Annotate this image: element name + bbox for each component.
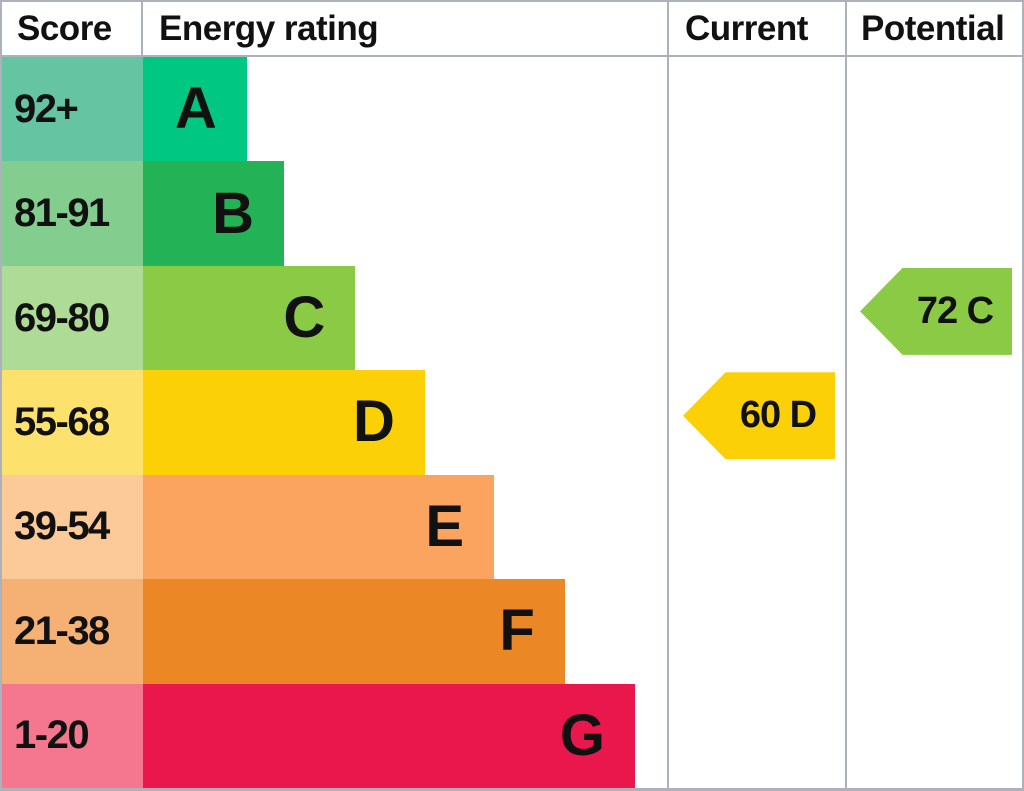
score-cell-a: 92+ [2, 57, 143, 162]
band-row-c: C [143, 265, 667, 371]
band-row-e: E [143, 474, 667, 580]
header-energy-rating: Energy rating [143, 2, 667, 57]
current-column: 60 D [667, 57, 847, 788]
current-rating-arrow: 60 D [683, 372, 835, 460]
rating-letter-c: C [283, 285, 326, 351]
score-cell-f: 21-38 [2, 579, 143, 684]
rating-letter-b: B [212, 180, 254, 246]
rating-letter-e: E [425, 493, 465, 559]
band-row-g: G [143, 683, 667, 788]
band-row-a: A [143, 57, 667, 162]
potential-rating-value: 72 C [916, 289, 994, 332]
rating-letter-f: F [499, 598, 535, 664]
rating-bar-c: C [143, 265, 356, 371]
header-score: Score [2, 2, 143, 57]
score-cell-c: 69-80 [2, 265, 143, 371]
score-cell-g: 1-20 [2, 683, 143, 788]
rating-bar-f: F [143, 579, 565, 684]
rating-letter-d: D [353, 389, 395, 455]
rating-bar-a: A [143, 57, 247, 162]
header-current: Current [667, 2, 847, 57]
score-cell-b: 81-91 [2, 161, 143, 266]
header-potential: Potential [847, 2, 1022, 57]
rating-bar-e: E [143, 474, 495, 580]
rating-letter-a: A [174, 76, 217, 142]
rating-bar-d: D [143, 370, 425, 475]
score-cell-e: 39-54 [2, 474, 143, 580]
rating-bar-b: B [143, 161, 284, 266]
band-row-d: D [143, 370, 667, 475]
score-column: 92+ 81-91 69-80 55-68 39-54 21-38 1-20 [2, 57, 143, 788]
band-row-f: F [143, 579, 667, 684]
rating-letter-g: G [559, 702, 606, 768]
potential-column: 72 C [847, 57, 1022, 788]
energy-rating-column: A B C D E F [143, 57, 667, 788]
score-cell-d: 55-68 [2, 370, 143, 475]
potential-rating-arrow: 72 C [860, 267, 1012, 355]
band-row-b: B [143, 161, 667, 266]
rating-bar-g: G [143, 683, 636, 788]
current-rating-value: 60 D [739, 394, 817, 437]
